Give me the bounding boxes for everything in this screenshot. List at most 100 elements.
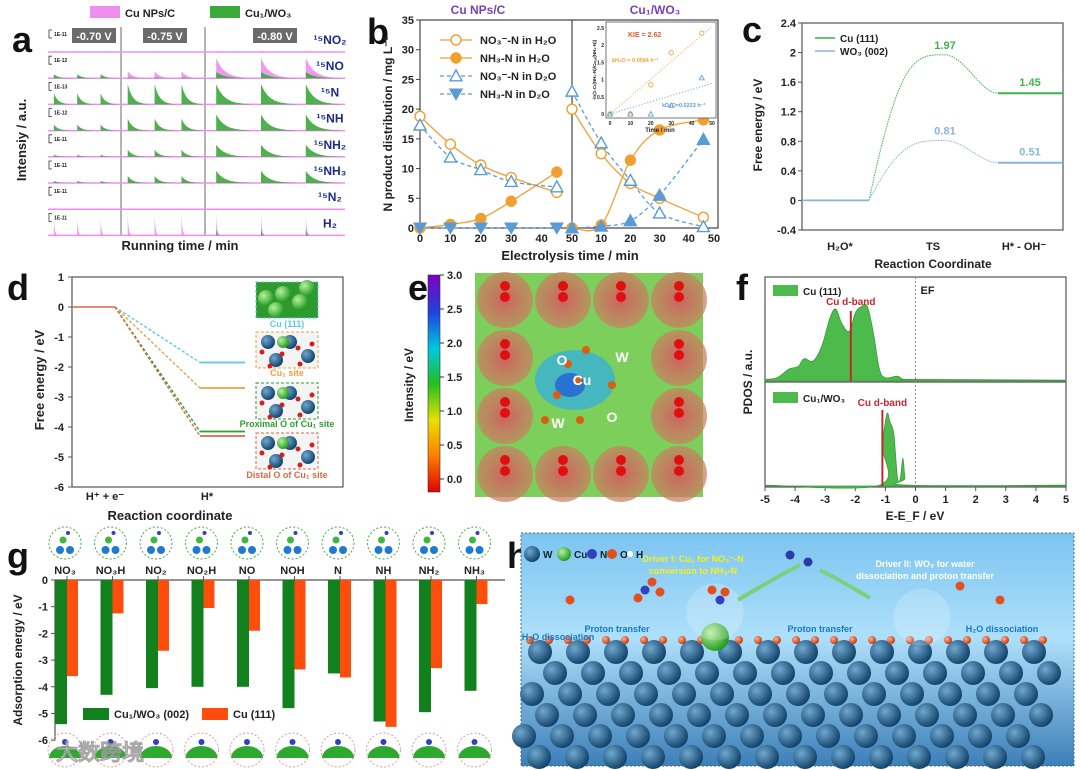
legend-swatch-cu-nps — [90, 6, 120, 18]
peak-cu1-wo3 — [261, 72, 295, 79]
n-atom — [62, 739, 68, 745]
peak-cu1-wo3 — [53, 93, 72, 105]
adsorbate-structure-top — [412, 526, 446, 560]
scale-bracket — [48, 186, 52, 196]
inset-point-h2o — [648, 82, 654, 88]
x-axis-label: Reaction coordinate — [108, 508, 233, 523]
w-atom — [465, 546, 474, 554]
adsorbate-structure-top — [321, 526, 355, 560]
category-7: NH — [366, 526, 401, 768]
molecule-atom — [565, 595, 575, 605]
o-atom — [500, 339, 510, 349]
structure-circle — [48, 526, 82, 560]
o-atom — [602, 636, 610, 644]
x-category-label: H* — [201, 491, 214, 503]
peak-cu1-wo3 — [261, 171, 295, 183]
cu-atom — [277, 336, 289, 348]
cu-atom — [275, 286, 291, 302]
adsorbate-structure-top — [276, 526, 309, 560]
bar-cu111 — [385, 580, 397, 727]
o-atom — [279, 452, 285, 458]
marker-open-triangle — [443, 149, 458, 163]
marker-filled-circle — [624, 154, 637, 166]
w-atom — [430, 546, 438, 554]
cu-atom — [150, 536, 158, 544]
cu-surface — [413, 746, 445, 758]
w-atom — [611, 703, 635, 727]
molecule-atom — [633, 593, 643, 603]
panel-letter-d: d — [7, 267, 29, 308]
o-atom — [674, 408, 684, 418]
row-0: 1E-11 ¹⁵NO₂ — [48, 29, 346, 53]
o-atom — [545, 636, 553, 644]
panel-e-charge-density: 0.0 0.5 1.0 1.5 2.0 2.5 3.0 Intensity / eV O W Cu W… — [402, 270, 707, 502]
peak-cu1-wo3 — [77, 181, 95, 183]
barrier-curve — [868, 54, 999, 201]
molecule-atom — [707, 585, 717, 595]
legend-atom-h — [627, 551, 633, 557]
ts-energy-label: 0.81 — [934, 126, 955, 138]
species-label: ¹⁵N — [321, 85, 339, 99]
w-atom — [778, 724, 802, 748]
marker-open-circle — [450, 34, 462, 46]
peak-cu1-wo3 — [305, 84, 340, 105]
row-2: 1E-13 ¹⁵N — [48, 82, 345, 106]
o-atom — [735, 636, 743, 644]
bar-cu111 — [294, 580, 306, 670]
o-atom — [295, 396, 301, 402]
w-atom — [991, 703, 1015, 727]
inset-y-tick: 1.5 — [597, 60, 604, 66]
panel-d-hydrogen-adsorption: 1 0 -1 -2 -3 -4 -5 -6 H⁺ + e⁻ H* Reaction coordina… — [32, 272, 344, 523]
marker-filled-circle — [475, 212, 487, 225]
legend-atom-w — [524, 546, 540, 562]
y-tick-label: 25 — [402, 74, 414, 86]
y-tick-label: 0 — [42, 575, 48, 587]
peak-cu1-wo3 — [181, 149, 202, 157]
d-band-label: Cu d-band — [858, 398, 907, 409]
marker-open-triangle — [448, 68, 464, 82]
scale-bracket — [48, 108, 52, 117]
panel-letter-b: b — [367, 11, 389, 52]
x-tick-label: -3 — [820, 494, 830, 506]
molecule-atom — [720, 587, 730, 597]
o-atom — [553, 391, 561, 399]
inset-x-tick: 40 — [689, 121, 695, 127]
peak-cu1-wo3 — [77, 74, 95, 79]
o-atom — [500, 350, 510, 360]
o-atom — [297, 412, 303, 418]
adsorbate-structure-bottom — [320, 732, 356, 768]
cu-atom — [469, 536, 476, 544]
peak-cu-nps — [305, 58, 340, 79]
peak-cu1-wo3 — [305, 144, 340, 157]
w-atom — [475, 546, 484, 554]
o-atom — [616, 455, 626, 465]
w-atom — [680, 640, 704, 664]
bar-cu111 — [476, 580, 488, 605]
w-atom — [869, 745, 893, 769]
n-atom — [248, 531, 252, 535]
cu-surface — [94, 746, 127, 758]
peak-cu1-wo3 — [216, 171, 250, 183]
w-atom — [961, 661, 985, 685]
peak-cu-nps — [305, 208, 340, 210]
inset-x-tick: 50 — [709, 121, 715, 127]
w-atom — [581, 661, 605, 685]
cu-atom — [268, 302, 284, 318]
marker-filled-triangle — [564, 220, 580, 234]
w-atom — [847, 661, 871, 685]
y-axis-label: Free energy / eV — [751, 79, 765, 172]
legend-label: NO₃⁻-N in D₂O — [480, 71, 557, 83]
cu-atom — [292, 294, 308, 310]
peak-cu1-wo3 — [53, 181, 72, 183]
scale-label: 1E-11 — [54, 137, 67, 143]
peak-cu1-wo3 — [261, 84, 295, 105]
o-atom — [574, 376, 582, 384]
legend-label: NH₃-N in D₂O — [480, 89, 550, 101]
w-atom — [748, 682, 772, 706]
w-atom — [786, 682, 810, 706]
charge-density-map: O W Cu W O — [475, 272, 707, 502]
o-atom — [674, 350, 684, 360]
inset-point-h2o — [699, 30, 705, 36]
